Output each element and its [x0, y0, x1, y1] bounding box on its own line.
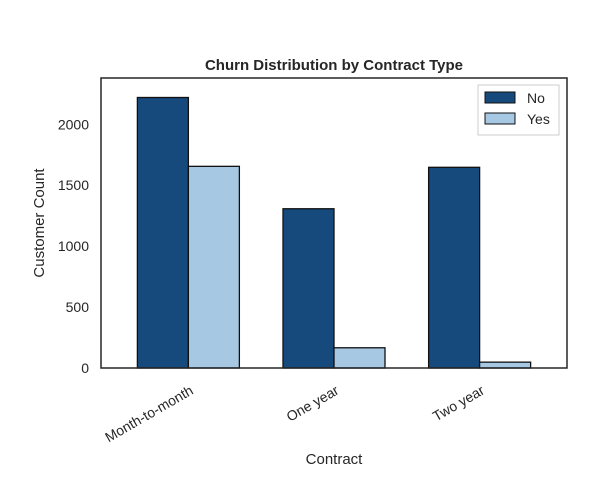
x-tick-labels: Month-to-month One year Two year — [102, 382, 487, 445]
y-tick-label: 500 — [66, 299, 90, 315]
legend-label-yes: Yes — [527, 111, 550, 127]
x-tick-label: Two year — [430, 382, 487, 424]
y-tick-label: 2000 — [58, 116, 89, 132]
x-axis-label: Contract — [306, 451, 364, 468]
legend-label-no: No — [527, 90, 545, 106]
bar-no-one-year — [282, 208, 335, 369]
x-tick-label: One year — [283, 382, 341, 425]
y-axis-label: Customer Count — [31, 168, 48, 278]
plot-frame — [100, 77, 568, 369]
chart-title: Churn Distribution by Contract Type — [205, 57, 463, 74]
legend-swatch-yes — [484, 112, 516, 125]
bar-yes-two-year — [478, 361, 532, 369]
legend: No Yes — [477, 84, 560, 136]
y-tick-label: 0 — [81, 360, 89, 376]
bar-yes-one-year — [333, 347, 386, 369]
x-tick-label: Month-to-month — [102, 382, 196, 445]
bar-yes-month-to-month — [187, 165, 241, 369]
legend-swatch-no — [484, 91, 516, 104]
bar-no-month-to-month — [136, 96, 190, 369]
legend-frame — [477, 84, 560, 136]
bars-group — [136, 96, 532, 369]
y-tick-label: 1000 — [58, 238, 89, 254]
y-tick-labels: 0 500 1000 1500 2000 — [58, 116, 89, 376]
bar-no-two-year — [427, 166, 481, 369]
y-tick-label: 1500 — [58, 177, 89, 193]
